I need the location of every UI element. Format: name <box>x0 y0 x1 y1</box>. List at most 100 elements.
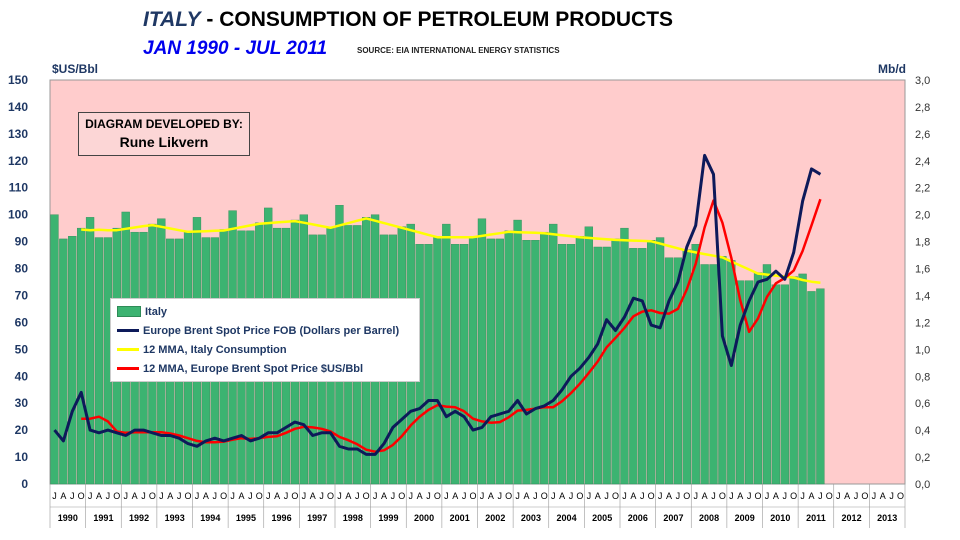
month-tick-label: O <box>826 491 833 501</box>
year-tick-label: 2010 <box>770 513 790 523</box>
month-tick-label: J <box>355 491 360 501</box>
left-tick-label: 110 <box>9 181 29 195</box>
right-tick-label: 1,4 <box>915 290 930 302</box>
month-tick-label: O <box>220 491 227 501</box>
month-tick-label: O <box>113 491 120 501</box>
bar-italy <box>59 238 68 485</box>
y-axis-left-label: $US/Bbl <box>52 62 99 76</box>
month-tick-label: J <box>711 491 716 501</box>
legend-swatch-bars <box>117 306 141 317</box>
month-tick-label: A <box>238 491 244 501</box>
bar-italy <box>816 288 825 485</box>
month-tick-label: A <box>880 491 886 501</box>
legend-swatch-line <box>117 329 139 332</box>
month-tick-label: J <box>889 491 894 501</box>
bar-italy <box>451 244 460 485</box>
month-tick-label: J <box>302 491 307 501</box>
bar-italy <box>433 236 442 485</box>
left-tick-label: 130 <box>8 127 28 141</box>
bar-italy <box>798 273 807 485</box>
bar-italy <box>807 291 816 485</box>
line-brent-price <box>53 153 822 456</box>
month-tick-label: J <box>693 491 698 501</box>
month-tick-label: A <box>167 491 173 501</box>
month-tick-label: A <box>630 491 636 501</box>
bar-italy <box>513 219 522 485</box>
month-tick-label: O <box>897 491 904 501</box>
left-tick-label: 80 <box>15 262 29 276</box>
month-tick-label: A <box>808 491 814 501</box>
month-tick-label: A <box>523 491 529 501</box>
bar-italy <box>477 218 487 485</box>
chart-title: ITALY - CONSUMPTION OF PETROLEUM PRODUCT… <box>143 8 673 32</box>
month-tick-label: O <box>327 491 334 501</box>
bar-italy <box>673 257 683 485</box>
bar-italy <box>486 238 496 485</box>
month-tick-label: J <box>480 491 485 501</box>
month-tick-label: O <box>363 491 370 501</box>
right-tick-label: 0,0 <box>915 479 930 491</box>
month-tick-label: J <box>676 491 681 501</box>
left-tick-label: 20 <box>15 423 29 437</box>
bar-italy <box>424 244 433 485</box>
right-tick-label: 3,0 <box>915 75 930 87</box>
year-tick-label: 2000 <box>414 513 434 523</box>
right-tick-label: 1,6 <box>915 264 930 276</box>
month-tick-label: A <box>203 491 209 501</box>
month-tick-label: J <box>533 491 538 501</box>
bar-italy <box>531 240 540 485</box>
y-axis-right-label: Mb/d <box>878 62 906 76</box>
bar-italy <box>442 223 451 485</box>
year-tick-label: 2004 <box>557 513 577 523</box>
month-tick-label: J <box>622 491 627 501</box>
month-tick-label: O <box>434 491 441 501</box>
bar-italy <box>620 227 629 485</box>
legend-swatch-line <box>117 367 139 370</box>
month-tick-label: J <box>765 491 770 501</box>
year-tick-label: 2009 <box>735 513 755 523</box>
month-tick-label: A <box>345 491 351 501</box>
bar-italy <box>611 238 620 485</box>
month-tick-label: J <box>177 491 182 501</box>
bar-italy <box>727 260 736 485</box>
month-tick-label: O <box>256 491 263 501</box>
month-tick-label: J <box>498 491 503 501</box>
source-note: SOURCE: EIA INTERNATIONAL ENERGY STATIST… <box>357 46 560 55</box>
month-tick-label: J <box>729 491 734 501</box>
month-tick-label: A <box>559 491 565 501</box>
month-tick-label: J <box>551 491 556 501</box>
month-tick-label: O <box>470 491 477 501</box>
year-tick-label: 1990 <box>58 513 78 523</box>
author-annotation: DIAGRAM DEVELOPED BY: Rune Likvern <box>78 112 250 156</box>
month-tick-label: J <box>462 491 467 501</box>
bar-italy <box>602 246 611 485</box>
month-tick-label: J <box>248 491 253 501</box>
right-tick-label: 1,0 <box>915 344 930 356</box>
month-tick-label: J <box>70 491 75 501</box>
bar-italy <box>566 244 576 485</box>
year-tick-label: 2002 <box>485 513 505 523</box>
right-tick-label: 2,0 <box>915 210 930 222</box>
legend: Italy Europe Brent Spot Price FOB (Dolla… <box>110 298 420 382</box>
left-tick-label: 120 <box>8 154 28 168</box>
bar-italy <box>664 257 674 485</box>
bar-italy <box>50 214 59 485</box>
bar-italy <box>468 236 478 485</box>
legend-label: 12 MMA, Italy Consumption <box>143 343 287 356</box>
left-tick-label: 10 <box>15 450 29 464</box>
year-tick-label: 1993 <box>165 513 185 523</box>
month-tick-label: A <box>452 491 458 501</box>
left-tick-label: 100 <box>8 208 28 222</box>
year-tick-label: 1994 <box>200 513 220 523</box>
year-tick-label: 2003 <box>521 513 541 523</box>
month-tick-label: O <box>790 491 797 501</box>
right-tick-label: 0,6 <box>915 398 930 410</box>
month-tick-label: A <box>96 491 102 501</box>
month-tick-label: J <box>230 491 235 501</box>
bar-italy <box>789 276 798 485</box>
month-tick-label: J <box>444 491 449 501</box>
bar-italy <box>744 280 754 485</box>
month-tick-label: A <box>595 491 601 501</box>
chart-subtitle: JAN 1990 - JUL 2011 <box>143 38 328 59</box>
